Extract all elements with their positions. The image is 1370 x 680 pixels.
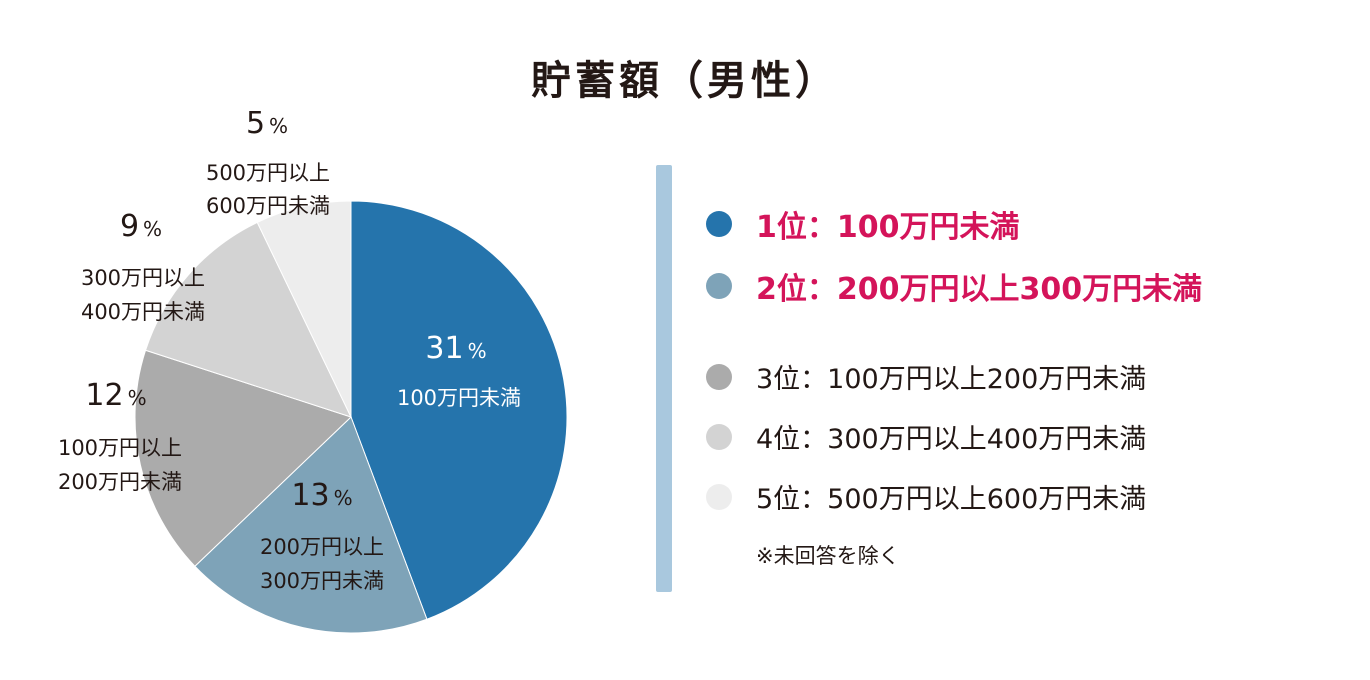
pie-slice-3 <box>134 349 352 567</box>
pie-slice-2 <box>194 416 428 634</box>
pie-slice-4 <box>144 221 352 418</box>
legend-label-5: 5位：500万円以上600万円未満 <box>756 484 1147 515</box>
legend-swatch-5 <box>706 483 732 510</box>
footnote: ※未回答を除く <box>756 544 900 568</box>
legend-label-1: 1位：100万円未満 <box>756 210 1020 245</box>
slice-category-label-5-line-1: 500万円以上 <box>206 161 330 185</box>
slice-percent-label-2: 13% <box>291 478 352 513</box>
legend-item-1: 1位：100万円未満 <box>706 202 1020 246</box>
slice-category-label-2-line-2: 300万円未満 <box>260 569 384 593</box>
legend-item-3: 3位：100万円以上200万円未満 <box>706 357 1146 396</box>
slice-percent-label-5: 5% <box>246 106 288 141</box>
pie-slice-5 <box>256 200 352 418</box>
legend-swatch-3 <box>706 363 732 390</box>
legend-divider-bar <box>656 165 672 592</box>
legend-swatch-1 <box>706 211 732 237</box>
slice-category-label-1-line-1: 100万円未満 <box>397 386 521 410</box>
legend-item-5: 5位：500万円以上600万円未満 <box>706 477 1146 516</box>
legend-item-4: 4位：300万円以上400万円未満 <box>706 417 1146 456</box>
legend-label-3: 3位：100万円以上200万円未満 <box>756 364 1147 395</box>
slice-category-label-3-line-1: 100万円以上 <box>58 436 182 460</box>
slice-percent-label-3: 12% <box>85 378 146 413</box>
slice-category-label-4-line-1: 300万円以上 <box>81 266 205 290</box>
slice-percent-label-1: 31% <box>425 331 486 366</box>
legend-swatch-4 <box>706 423 732 450</box>
legend-label-2: 2位：200万円以上300万円未満 <box>756 272 1203 307</box>
slice-category-label-5-line-2: 600万円未満 <box>206 194 330 218</box>
chart-title: 貯蓄額（男性） <box>531 58 839 104</box>
legend-label-4: 4位：300万円以上400万円未満 <box>756 424 1147 455</box>
legend-item-2: 2位：200万円以上300万円未満 <box>706 264 1202 308</box>
legend-swatch-2 <box>706 273 732 299</box>
slice-percent-label-4: 9% <box>120 209 162 244</box>
slice-category-label-4-line-2: 400万円未満 <box>81 300 205 324</box>
slice-category-label-2-line-1: 200万円以上 <box>260 535 384 559</box>
pie-slice-1 <box>350 200 568 620</box>
slice-category-label-3-line-2: 200万円未満 <box>58 470 182 494</box>
